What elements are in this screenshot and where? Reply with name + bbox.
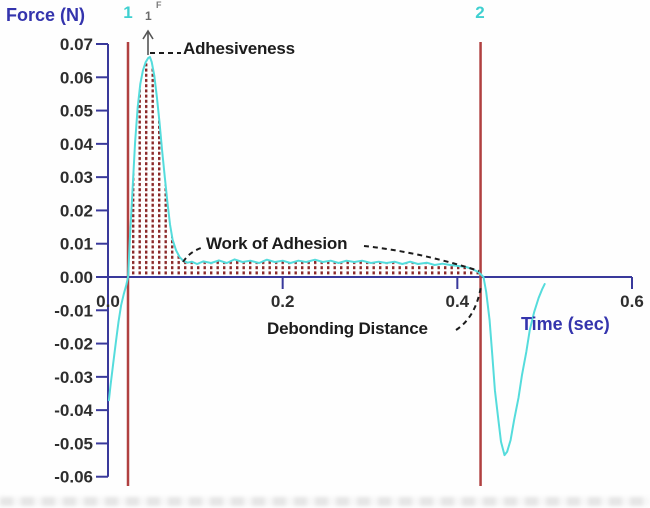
- work-of-adhesion-area: [128, 57, 484, 277]
- svg-text:-0.04: -0.04: [54, 401, 93, 420]
- force-curve: [107, 56, 546, 457]
- svg-text:0.0: 0.0: [96, 292, 120, 311]
- debonding-connector: [455, 285, 482, 331]
- svg-text:-0.02: -0.02: [54, 335, 93, 354]
- anchor-2-label: 2: [475, 3, 485, 22]
- svg-text:-0.03: -0.03: [54, 368, 93, 387]
- svg-text:0.2: 0.2: [271, 292, 295, 311]
- work-connector-right: [363, 245, 480, 272]
- peak-marker-letter: F: [156, 0, 162, 10]
- svg-text:0.07: 0.07: [60, 35, 93, 54]
- svg-text:0.03: 0.03: [60, 168, 93, 187]
- svg-text:0.4: 0.4: [446, 292, 470, 311]
- y-axis-title: Force (N): [6, 5, 86, 25]
- work-connector-left: [182, 246, 205, 263]
- svg-text:0.05: 0.05: [60, 102, 93, 121]
- svg-text:0.6: 0.6: [620, 292, 644, 311]
- svg-text:-0.05: -0.05: [54, 434, 93, 453]
- annotation-adhesiveness: Adhesiveness: [183, 39, 295, 58]
- annotation-work-of-adhesion: Work of Adhesion: [206, 234, 348, 253]
- svg-text:0.06: 0.06: [60, 68, 93, 87]
- svg-text:0.02: 0.02: [60, 201, 93, 220]
- svg-text:0.00: 0.00: [60, 268, 93, 287]
- x-axis-title: Time (sec): [521, 314, 610, 334]
- axes: 0.07 0.06 0.05 0.04 0.03 0.02 0.01 0.00 -0.01 -0.…: [54, 35, 644, 487]
- svg-text:-0.01: -0.01: [54, 301, 93, 320]
- bottom-artifact: [0, 497, 650, 506]
- svg-text:0.01: 0.01: [60, 235, 93, 254]
- svg-text:-0.06: -0.06: [54, 468, 93, 487]
- up-arrow-icon: [142, 29, 154, 55]
- peak-marker-number: 1: [145, 9, 152, 23]
- svg-text:0.04: 0.04: [60, 135, 94, 154]
- anchor-1-label: 1: [123, 3, 133, 22]
- annotation-debonding-distance: Debonding Distance: [267, 319, 428, 338]
